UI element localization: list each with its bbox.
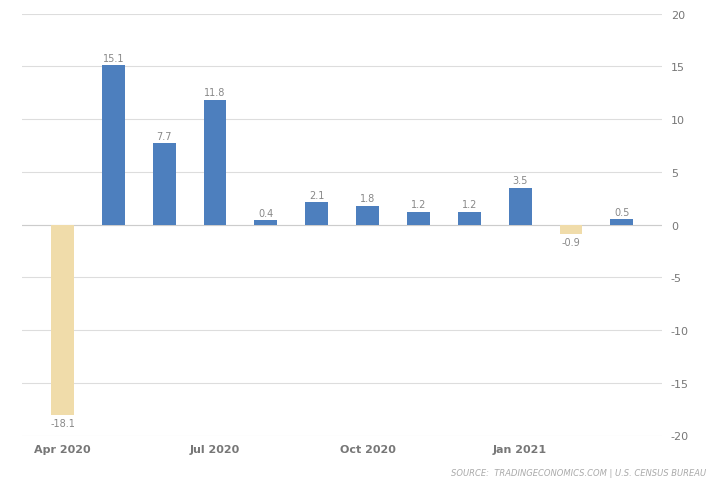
Text: 15.1: 15.1 [103,54,124,63]
Bar [255,221,277,225]
Bar [102,66,124,225]
Text: 7.7: 7.7 [157,131,172,141]
Text: 3.5: 3.5 [513,176,528,185]
Text: 0.4: 0.4 [258,208,274,218]
Bar [153,144,175,225]
Text: -0.9: -0.9 [561,237,580,247]
Bar [458,212,480,225]
Bar [51,225,74,416]
Bar [204,101,226,225]
Text: 11.8: 11.8 [205,88,226,98]
Bar [509,188,531,225]
Text: 2.1: 2.1 [309,190,325,200]
Bar [610,220,633,225]
Text: 1.2: 1.2 [462,200,477,210]
Text: 0.5: 0.5 [614,207,630,217]
Bar [560,225,582,235]
Text: SOURCE:  TRADINGECONOMICS.COM | U.S. CENSUS BUREAU: SOURCE: TRADINGECONOMICS.COM | U.S. CENS… [451,468,706,477]
Bar [356,206,379,225]
Bar [305,203,328,225]
Text: -18.1: -18.1 [50,418,75,428]
Text: 1.2: 1.2 [411,200,426,210]
Text: 1.8: 1.8 [360,194,375,203]
Bar [407,212,430,225]
